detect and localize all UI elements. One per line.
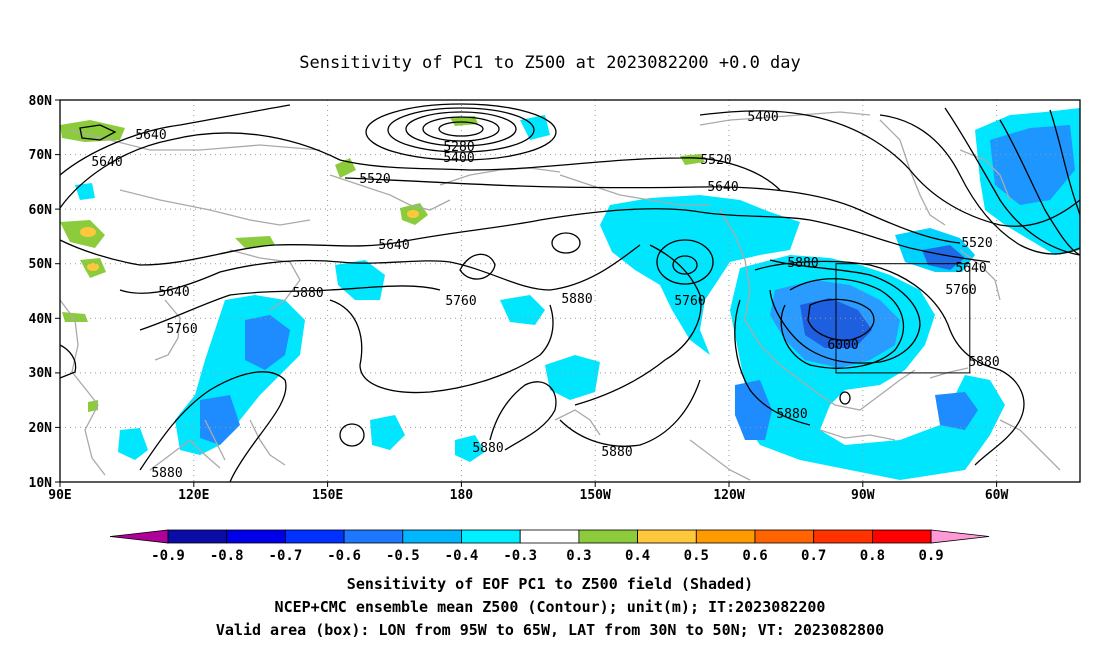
contour-label: 5880 — [292, 286, 323, 301]
colorbar-segment — [872, 529, 932, 544]
lon-label-150e: 150E — [312, 488, 343, 503]
colorbar-tick-label: 0.6 — [742, 548, 767, 564]
lat-label-50n: 50N — [29, 257, 53, 272]
colorbar-tick-label: 0.4 — [625, 548, 650, 564]
contour-label: 5760 — [945, 283, 976, 298]
lat-label-60n: 60N — [29, 203, 53, 218]
lat-label-20n: 20N — [29, 421, 53, 436]
contour-label: 5640 — [158, 285, 189, 300]
figure-title: Sensitivity of PC1 to Z500 at 2023082200… — [299, 53, 801, 73]
contour-label: 5400 — [443, 151, 474, 166]
lat-label-10n: 10N — [29, 476, 53, 491]
colorbar-segment — [578, 529, 639, 544]
colorbar-left-arrow — [109, 529, 169, 544]
contour-label: 5880 — [151, 466, 182, 481]
contour-label: 5760 — [674, 294, 705, 309]
contour-label: 5880 — [787, 256, 818, 271]
colorbar-right-arrow — [930, 529, 990, 544]
map-panel: 5640 5640 5280 5400 5400 5520 5520 5640 … — [29, 94, 1081, 503]
contour-label: 5640 — [378, 238, 409, 253]
contour-labels: 5640 5640 5280 5400 5400 5520 5520 5640 … — [91, 110, 999, 481]
colorbar-tick-label: -0.6 — [327, 548, 361, 564]
colorbar-segment — [637, 529, 697, 544]
lon-label-120e: 120E — [178, 488, 209, 503]
contour-label: 5880 — [472, 441, 503, 456]
colorbar-tick-label: -0.4 — [445, 548, 479, 564]
sensitivity-shading — [75, 108, 1080, 480]
contour-label: 5400 — [747, 110, 778, 125]
colorbar-segment — [813, 529, 873, 544]
lon-label-180: 180 — [450, 488, 474, 503]
colorbar-segment — [461, 529, 521, 544]
contour-label: 5520 — [359, 172, 390, 187]
lat-label-80n: 80N — [29, 94, 53, 109]
latitude-labels: 80N 70N 60N 50N 40N 30N 20N 10N — [29, 94, 53, 491]
contour-label: 5760 — [445, 294, 476, 309]
colorbar-tick-label: 0.3 — [566, 548, 591, 564]
colorbar-segment — [167, 529, 228, 544]
colorbar-tick-label: -0.7 — [269, 548, 303, 564]
contour-label: 5880 — [968, 355, 999, 370]
colorbar-segment — [284, 529, 345, 544]
longitude-labels: 90E 120E 150E 180 150W 120W 90W 60W — [48, 488, 1008, 503]
caption-line-1: Sensitivity of EOF PC1 to Z500 field (Sh… — [347, 575, 753, 593]
colorbar-tick-label: -0.5 — [386, 548, 420, 564]
lon-label-90w: 90W — [851, 488, 875, 503]
lon-label-120w: 120W — [713, 488, 744, 503]
colorbar-segment — [695, 529, 756, 544]
contour-label: 5640 — [707, 180, 738, 195]
colorbar-tick-label: -0.8 — [210, 548, 244, 564]
contour-label: 5640 — [91, 155, 122, 170]
colorbar-tick-label: 0.8 — [860, 548, 885, 564]
lon-label-90e: 90E — [48, 488, 71, 503]
colorbar-tick-label: 0.5 — [684, 548, 709, 564]
colorbar-tick-label: 0.9 — [918, 548, 943, 564]
colorbar-segment — [226, 529, 286, 544]
axis-tick-marks — [55, 99, 998, 487]
colorbar-tick-label: -0.3 — [503, 548, 537, 564]
contour-label: 5880 — [561, 292, 592, 307]
colorbar-segment — [519, 529, 580, 544]
lat-label-30n: 30N — [29, 366, 53, 381]
lat-label-40n: 40N — [29, 312, 53, 327]
lat-label-70n: 70N — [29, 148, 53, 163]
contour-label: 6000 — [827, 338, 858, 353]
positive-shading — [60, 116, 705, 412]
contour-label: 5640 — [955, 261, 986, 276]
contour-label: 5760 — [166, 322, 197, 337]
contour-label: 5640 — [135, 128, 166, 143]
lon-label-60w: 60W — [985, 488, 1009, 503]
coastlines — [59, 111, 1061, 481]
contour-label: 5880 — [776, 407, 807, 422]
colorbar-tick-label: -0.9 — [151, 548, 185, 564]
caption-line-2: NCEP+CMC ensemble mean Z500 (Contour); u… — [275, 598, 826, 616]
colorbar-segment — [402, 529, 462, 544]
colorbar-segment — [343, 529, 404, 544]
caption-line-3: Valid area (box): LON from 95W to 65W, L… — [216, 621, 884, 639]
colorbar-tick-label: 0.7 — [801, 548, 826, 564]
contour-label: 5280 — [443, 140, 474, 155]
contour-label: 5520 — [961, 236, 992, 251]
contour-label: 5880 — [601, 445, 632, 460]
valid-area-box — [835, 263, 971, 374]
z500-contours — [59, 103, 1081, 483]
map-frame — [59, 99, 1081, 483]
colorbar-segment — [754, 529, 815, 544]
contour-label: 5520 — [700, 153, 731, 168]
colorbar: -0.9 -0.8 -0.7 -0.6 -0.5 -0.4 -0.3 0.3 0.4 0.5 0.6… — [109, 529, 990, 564]
lon-label-150w: 150W — [580, 488, 611, 503]
